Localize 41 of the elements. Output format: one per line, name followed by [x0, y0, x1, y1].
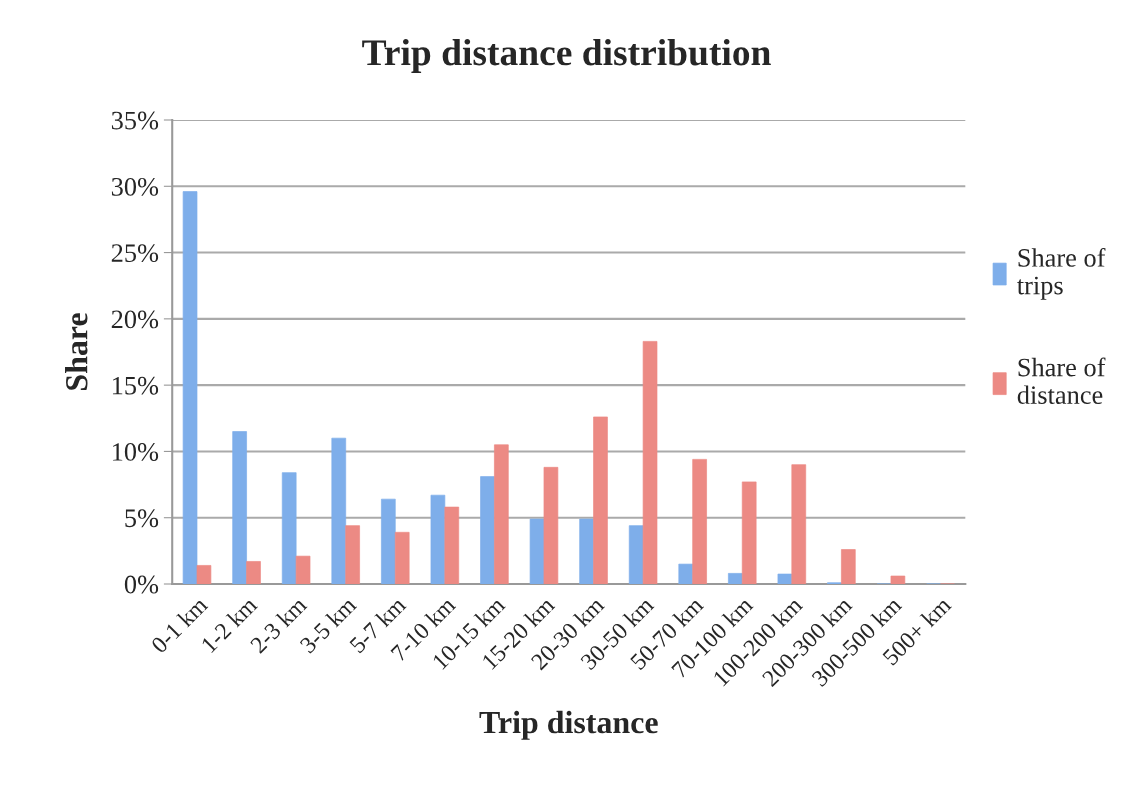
y-tick-label: 25%: [111, 244, 159, 263]
bar: [529, 518, 545, 584]
bar: [777, 573, 793, 584]
bar: [196, 565, 212, 584]
y-tick-label: 5%: [125, 509, 159, 528]
bar: [394, 531, 410, 584]
bar: [593, 416, 608, 584]
legend-label: Share of distance: [1017, 357, 1106, 404]
bar: [543, 466, 559, 584]
x-axis-title: Trip distance: [479, 710, 658, 740]
bar: [642, 341, 658, 584]
y-tick-label: 30%: [111, 177, 159, 196]
bar: [232, 431, 247, 584]
legend-label: Share of trips: [1017, 247, 1106, 300]
bar: [246, 561, 261, 584]
bar: [480, 476, 495, 584]
bar: [791, 464, 807, 584]
y-tick-label: 35%: [111, 111, 159, 130]
y-axis-title: Share: [65, 313, 88, 390]
bar: [430, 494, 446, 584]
bar: [331, 437, 347, 584]
bar: [692, 459, 707, 584]
bar: [890, 575, 906, 584]
y-tick-label: 0%: [124, 575, 159, 594]
bar: [381, 498, 396, 584]
bar: [295, 555, 311, 584]
bar: [494, 444, 509, 584]
bar: [678, 563, 694, 584]
bar: [741, 481, 757, 584]
bar: [345, 525, 360, 584]
bar: [841, 549, 856, 584]
bar: [628, 525, 644, 584]
chart-title: Trip distance distribution: [362, 39, 771, 73]
bar: [728, 573, 743, 584]
bar: [444, 506, 460, 584]
y-tick-label: 20%: [111, 310, 159, 329]
y-tick-label: 15%: [112, 376, 159, 395]
bar: [579, 518, 594, 584]
y-tick-label: 10%: [112, 443, 159, 461]
bar: [281, 472, 297, 584]
bar: [182, 191, 198, 584]
